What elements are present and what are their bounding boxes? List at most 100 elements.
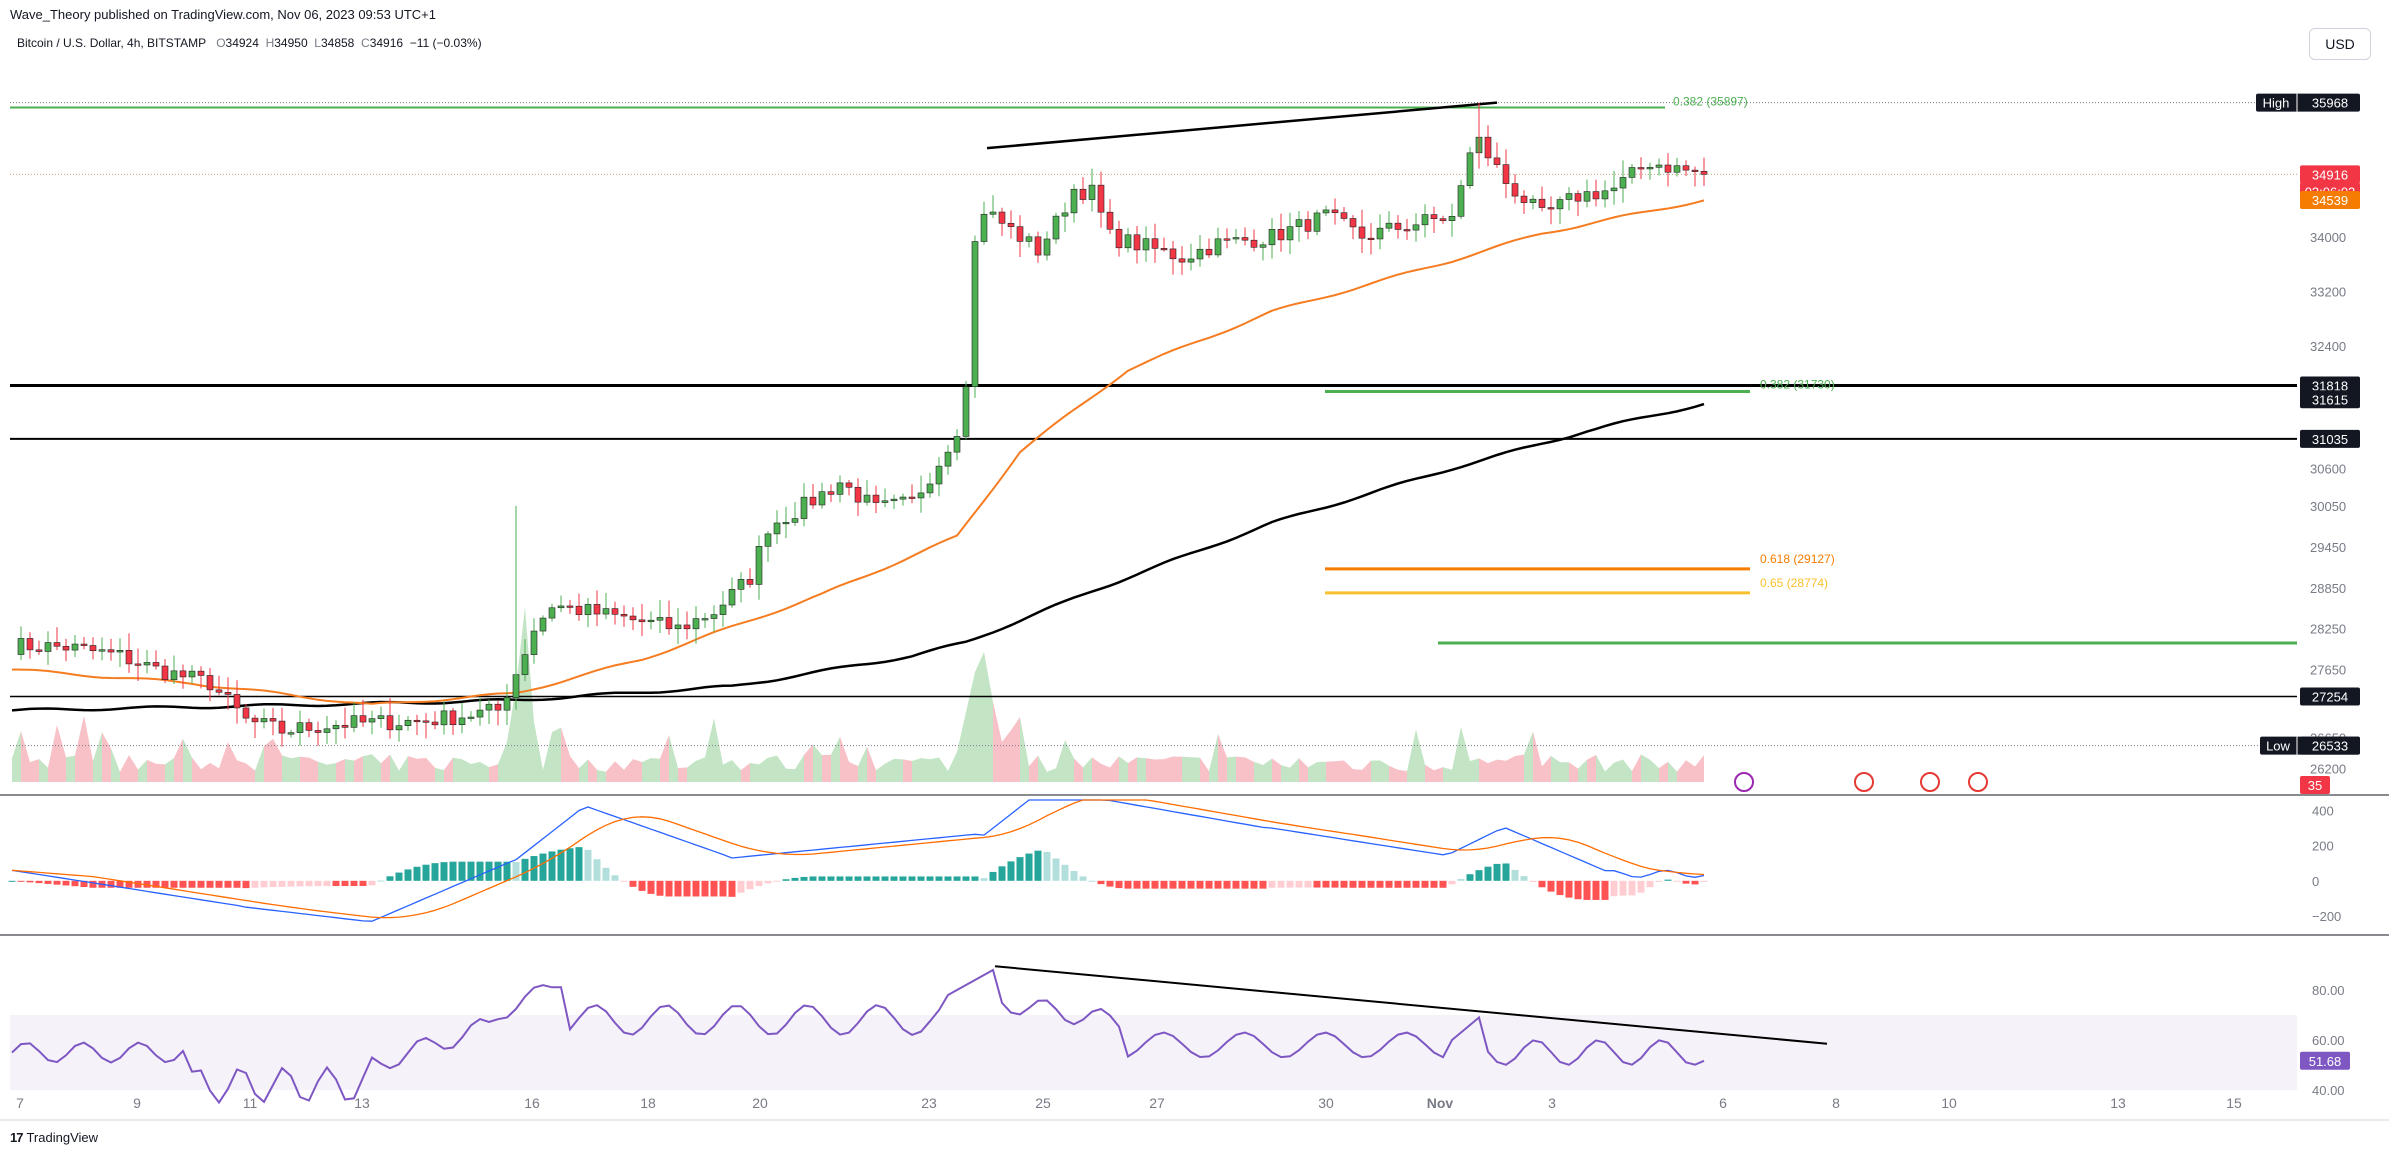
up-candle (1628, 167, 1636, 178)
volume-bar (1578, 759, 1587, 782)
price-axis: 3491603:06:03345393400033200324003181831… (2256, 93, 2360, 1098)
footer-brand[interactable]: TradingView (26, 1130, 99, 1145)
volume-bar (516, 607, 525, 782)
up-candle (917, 492, 925, 499)
volume-bar (120, 754, 129, 782)
macd-histogram-bar (1178, 880, 1186, 889)
volume-bar (525, 607, 534, 782)
down-candle (26, 638, 34, 651)
macd-histogram-bar (1313, 880, 1321, 888)
volume-bar (570, 755, 579, 782)
volume-bar (669, 734, 678, 782)
volume-bar (219, 742, 228, 782)
price-levels: 0.382 (35897) 0.382 (31730) 0.618 (29127) 0… (10, 94, 2297, 747)
macd-histogram-bar (206, 880, 214, 888)
up-candle (1583, 191, 1591, 202)
volume-bar (606, 761, 615, 782)
volume-bar (93, 732, 102, 782)
fib-618-label: 0.618 (29127) (1760, 552, 1835, 566)
down-candle (179, 670, 187, 678)
down-candle (233, 694, 241, 709)
down-candle (1133, 234, 1141, 251)
macd-histogram-bar (1601, 880, 1609, 900)
volume-bar (1110, 756, 1119, 782)
up-candle (539, 617, 547, 632)
down-candle (206, 675, 214, 691)
volume-bar (102, 732, 111, 782)
up-candle (323, 728, 331, 733)
macd-histogram-bar (8, 880, 16, 882)
volume-bar (1686, 760, 1695, 782)
ema-200-line (11, 402, 1705, 712)
currency-button[interactable]: USD (2309, 28, 2371, 60)
up-candle (728, 589, 736, 606)
macd-histogram-bar (1061, 864, 1069, 881)
volume-bar (507, 687, 516, 782)
down-candle (431, 721, 439, 726)
up-candle (890, 498, 898, 502)
up-candle (764, 533, 772, 547)
volume-bar (471, 761, 480, 782)
up-candle (350, 715, 358, 728)
publisher-line: Wave_Theory published on TradingView.com… (10, 7, 436, 22)
volume-bar (624, 759, 633, 782)
down-candle (494, 703, 502, 711)
macd-histogram-bar (1034, 850, 1042, 881)
macd-histogram-bar (260, 880, 268, 888)
up-candle (1187, 258, 1195, 263)
rsi-last-label: 51.68 (2309, 1054, 2342, 1069)
macd-histogram-bar (737, 880, 745, 893)
macd-histogram-bar (1223, 880, 1231, 889)
up-candle (1214, 238, 1222, 256)
volume-series (12, 607, 1704, 782)
macd-histogram-bar (1169, 880, 1177, 889)
macd-histogram-bar (1493, 863, 1501, 881)
volume-bar (147, 759, 156, 782)
volume-bar (633, 759, 642, 782)
volume-bar (1020, 717, 1029, 782)
up-candle (44, 642, 52, 652)
volume-bar (201, 762, 210, 782)
macd-histogram-bar (1115, 880, 1123, 889)
high-tag (2256, 93, 2360, 112)
macd-histogram-bar (332, 880, 340, 887)
down-candle (1349, 218, 1357, 228)
volume-bar (552, 727, 561, 782)
down-candle (827, 491, 835, 495)
down-candle (242, 707, 250, 719)
volume-bar (1344, 760, 1353, 782)
volume-bar (1227, 756, 1236, 782)
time-tick: Nov (1427, 1095, 1454, 1111)
up-candle (584, 604, 592, 615)
volume-bar (1461, 727, 1470, 782)
volume-bar (1551, 755, 1560, 782)
macd-histogram-bar (1646, 880, 1654, 888)
volume-bar (192, 757, 201, 782)
macd-histogram-bar (1205, 880, 1213, 889)
volume-bar (480, 761, 489, 782)
up-candle (782, 522, 790, 525)
macd-histogram-bar (521, 858, 529, 881)
down-candle (125, 649, 133, 665)
macd-histogram-bar (620, 880, 628, 882)
volume-bar (597, 769, 606, 782)
macd-histogram-bar (1547, 880, 1555, 892)
down-candle (1682, 165, 1690, 171)
volume-bar (1371, 760, 1380, 782)
macd-histogram-bar (818, 876, 826, 881)
down-candle (1304, 219, 1312, 232)
macd-histogram-bar (1466, 874, 1474, 881)
macd-histogram-bar (719, 880, 727, 897)
macd-histogram-bar (1151, 880, 1159, 889)
symbol-name: Bitcoin / U.S. Dollar, 4h, BITSTAMP (17, 36, 207, 50)
volume-bar (1362, 760, 1371, 782)
macd-histogram-bar (296, 880, 304, 887)
volume-bar (534, 722, 543, 782)
up-candle (1061, 212, 1069, 217)
volume-bar (138, 759, 147, 782)
price-tick: 34000 (2310, 230, 2346, 245)
volume-bar (318, 761, 327, 782)
up-candle (1322, 209, 1330, 214)
low-tag-title: Low (2266, 739, 2290, 754)
